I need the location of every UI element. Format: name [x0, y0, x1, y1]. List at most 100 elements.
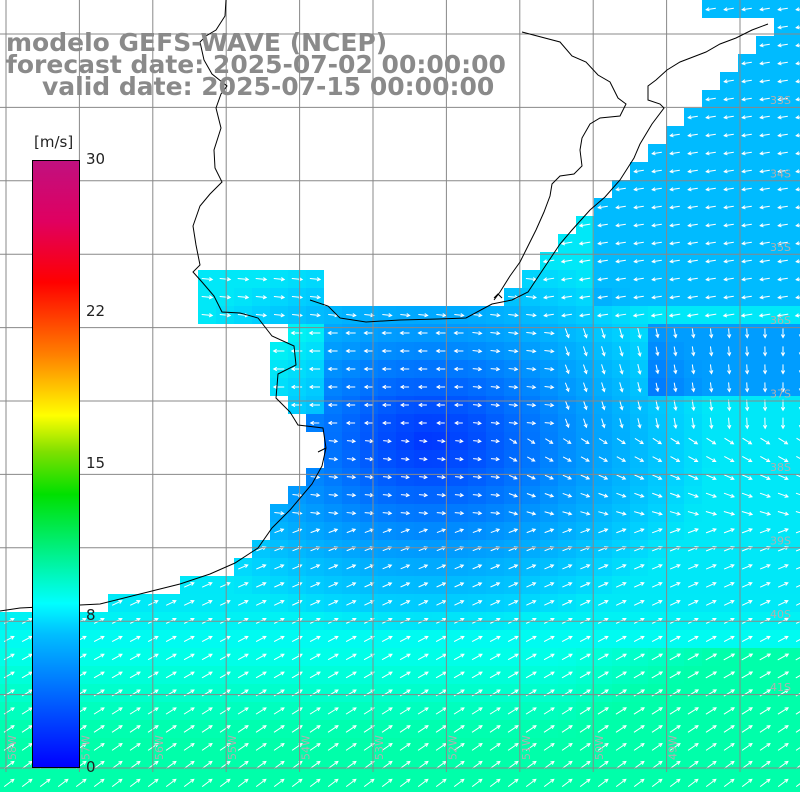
wind-cell	[792, 432, 800, 450]
wind-arrow	[759, 600, 771, 606]
wind-arrow	[453, 384, 464, 390]
wind-arrow	[345, 653, 357, 661]
wind-arrow	[508, 528, 519, 534]
wind-arrow	[651, 582, 663, 588]
wind-arrow	[508, 385, 519, 390]
wind-arrow	[705, 528, 717, 534]
wind-arrow	[165, 778, 177, 787]
wind-arrow	[255, 760, 267, 769]
wind-arrow	[795, 729, 800, 733]
wind-arrow	[382, 582, 393, 588]
wind-arrow	[273, 725, 285, 733]
wind-arrow	[669, 778, 681, 787]
wind-arrow	[777, 7, 788, 12]
wind-arrow	[669, 582, 681, 588]
wind-arrow	[399, 348, 410, 354]
wind-arrow	[778, 456, 789, 463]
wind-arrow	[727, 364, 732, 375]
wind-arrow	[490, 349, 501, 354]
wind-arrow	[705, 635, 717, 642]
wind-arrow	[795, 61, 800, 66]
wind-arrow	[525, 743, 537, 751]
wind-arrow	[777, 582, 789, 588]
wind-arrow	[327, 384, 338, 390]
wind-arrow	[273, 778, 285, 787]
wind-arrow	[165, 635, 177, 642]
wind-arrow	[651, 743, 663, 751]
wind-arrow	[795, 169, 800, 174]
wind-arrow	[777, 707, 789, 715]
wind-arrow	[615, 187, 626, 192]
wind-arrow	[129, 778, 141, 787]
wind-arrow	[219, 760, 231, 769]
wind-arrow	[669, 760, 681, 769]
wind-arrow	[777, 511, 790, 516]
wind-arrow	[417, 653, 429, 661]
wind-arrow	[597, 223, 608, 228]
wind-arrow	[454, 582, 465, 588]
wind-arrow	[615, 295, 626, 300]
wind-arrow	[705, 277, 716, 282]
wind-arrow	[256, 564, 267, 570]
wind-arrow	[418, 600, 429, 606]
wind-arrow	[759, 474, 771, 480]
wind-arrow	[742, 437, 753, 445]
wind-arrow	[201, 760, 213, 769]
wind-arrow	[544, 331, 555, 336]
wind-arrow	[616, 528, 627, 534]
wind-arrow	[637, 327, 642, 340]
wind-arrow	[346, 564, 357, 570]
wind-arrow	[741, 564, 753, 570]
wind-arrow	[327, 420, 338, 426]
wind-arrow	[93, 707, 105, 715]
wind-arrow	[727, 346, 732, 357]
wind-arrow	[705, 653, 718, 661]
wind-arrow	[709, 382, 714, 393]
wind-arrow	[274, 511, 285, 516]
wind-arrow	[723, 474, 735, 480]
wind-arrow	[579, 671, 591, 679]
wind-arrow	[759, 725, 771, 733]
wind-arrow	[582, 328, 588, 339]
lon-label: 54W	[300, 735, 313, 760]
wind-arrow	[237, 778, 249, 787]
colorbar-tick-0: 0	[86, 758, 96, 776]
wind-arrow	[237, 743, 249, 751]
wind-arrow	[526, 349, 537, 354]
wind-arrow	[237, 582, 249, 588]
wind-arrow	[634, 511, 645, 516]
wind-arrow	[345, 671, 357, 679]
wind-arrow	[273, 671, 285, 679]
wind-arrow	[489, 671, 501, 679]
wind-arrow	[417, 330, 428, 336]
wind-cell	[792, 666, 800, 684]
wind-arrow	[165, 707, 177, 715]
wind-arrow	[400, 582, 411, 588]
wind-arrow	[560, 241, 573, 246]
wind-arrow	[560, 295, 573, 300]
wind-arrow	[561, 313, 572, 318]
wind-arrow	[596, 313, 609, 318]
wind-arrow	[615, 778, 627, 787]
wind-arrow	[437, 438, 446, 444]
wind-arrow	[687, 492, 699, 498]
wind-arrow	[796, 456, 800, 460]
wind-arrow	[526, 600, 537, 606]
wind-arrow	[615, 241, 626, 246]
wind-arrow	[346, 600, 357, 606]
wind-arrow	[400, 511, 411, 516]
wind-arrow	[687, 653, 700, 661]
wind-cell	[792, 162, 800, 180]
wind-arrow	[561, 743, 573, 751]
wind-arrow	[399, 725, 411, 733]
wind-arrow	[544, 582, 555, 588]
wind-arrow	[526, 474, 536, 480]
wind-arrow	[418, 511, 429, 516]
wind-arrow	[777, 151, 788, 156]
wind-arrow	[633, 600, 645, 606]
wind-arrow	[633, 582, 645, 588]
wind-arrow	[309, 277, 322, 282]
wind-arrow	[327, 778, 339, 787]
wind-arrow	[435, 635, 447, 642]
wind-arrow	[723, 169, 734, 174]
